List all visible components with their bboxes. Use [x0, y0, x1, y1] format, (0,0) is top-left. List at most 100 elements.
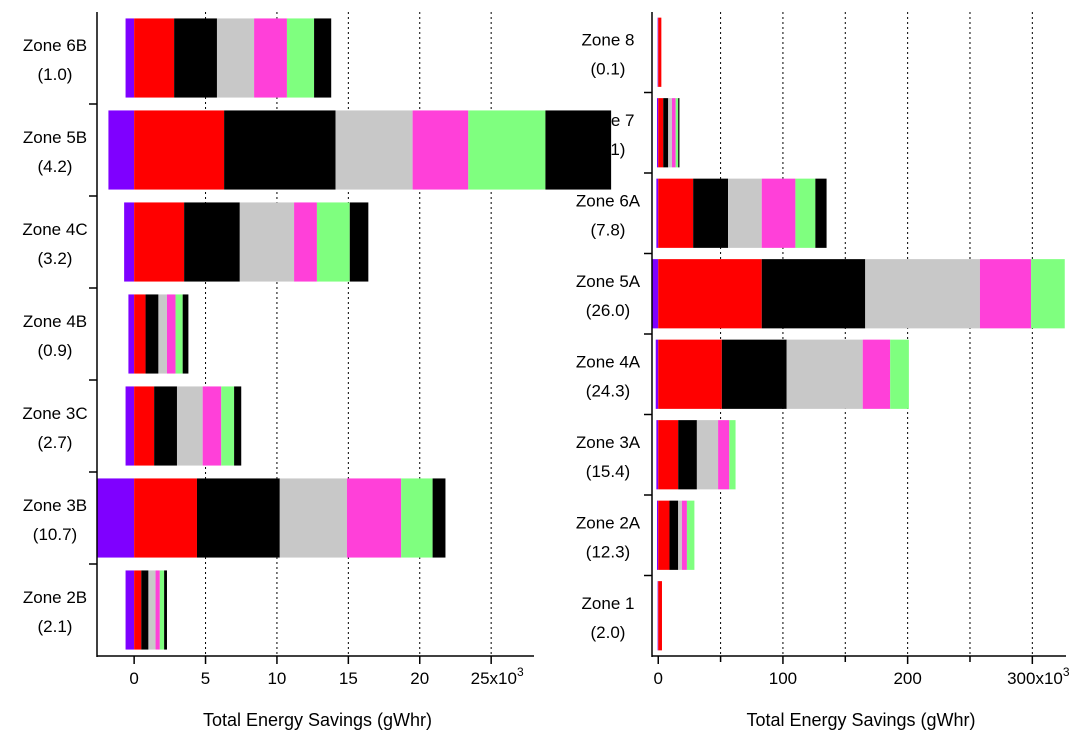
bar-segment	[468, 110, 546, 190]
bar-segment	[815, 178, 827, 248]
bar-segment	[254, 18, 287, 98]
bar-segment	[349, 202, 369, 282]
bar-segment	[412, 110, 469, 190]
category-value: (12.3)	[586, 542, 630, 561]
category-label: Zone 2B	[23, 588, 87, 607]
category-label: Zone 4B	[23, 312, 87, 331]
x-tick-label: 15	[339, 669, 358, 688]
category-label: Zone 3C	[22, 404, 87, 423]
bar-segment	[148, 570, 156, 650]
bar-segment	[658, 259, 762, 329]
bar-segment	[862, 339, 891, 409]
bar-segment	[175, 294, 183, 374]
bar-segment	[686, 500, 695, 570]
bar-segment	[761, 259, 866, 329]
bar-segment	[681, 500, 687, 570]
bar-segment	[663, 98, 669, 168]
bar-segment	[865, 259, 980, 329]
category-label: Zone 6B	[23, 36, 87, 55]
bar-segment	[134, 570, 142, 650]
bar-segment	[721, 339, 787, 409]
x-tick-label: 20	[410, 669, 429, 688]
left-chart-panel: Zone 6B (1.0) Zone 5B (4.2) Zone 4C (3.2) Zone…	[22, 12, 612, 730]
bar-segment-negative	[657, 17, 659, 87]
category-value: (24.3)	[586, 381, 630, 400]
category-value: (1.1)	[591, 140, 626, 159]
bar-segment	[658, 420, 679, 490]
bar-segment-negative	[124, 202, 135, 282]
category-label: Zone 3A	[576, 433, 641, 452]
bar-segment	[728, 178, 762, 248]
bar-segment	[134, 202, 185, 282]
x-axis-title: Total Energy Savings (gWhr)	[746, 710, 975, 730]
category-label: Zone 5B	[23, 128, 87, 147]
bar-segment	[658, 500, 670, 570]
bar-segment	[658, 178, 694, 248]
x-tick-label: 10	[267, 669, 286, 688]
category-value: (7.8)	[591, 220, 626, 239]
bar-segment	[761, 178, 796, 248]
category-value: (1.0)	[38, 65, 73, 84]
bar-segment	[134, 18, 175, 98]
bar-segment	[234, 386, 242, 466]
bar-segment	[786, 339, 863, 409]
category-label: Zone 5A	[576, 272, 641, 291]
bar-segment	[166, 294, 176, 374]
bar-segment	[134, 110, 225, 190]
bar-segment	[1031, 259, 1065, 329]
category-value: (3.2)	[38, 249, 73, 268]
bar-segment	[279, 478, 347, 558]
bar-segment	[164, 570, 167, 650]
x-tick-label: 300x103	[1007, 665, 1070, 688]
bar-segment	[678, 98, 680, 168]
x-tick-label: 25x103	[471, 665, 524, 688]
bar-segment	[658, 581, 662, 651]
category-label: Zone 8	[582, 30, 635, 49]
bar-segment	[202, 386, 222, 466]
bar-segment	[316, 202, 350, 282]
bar-segment	[154, 386, 177, 466]
bar-segment-negative	[656, 420, 659, 490]
bar-segment	[134, 294, 146, 374]
bar-segment	[239, 202, 295, 282]
bar-segment	[678, 500, 682, 570]
bar-segment	[134, 478, 197, 558]
bar-segment	[134, 386, 155, 466]
category-value: (2.7)	[38, 433, 73, 452]
bar-segment	[678, 420, 697, 490]
bar-segment-negative	[656, 500, 659, 570]
category-value: (4.2)	[38, 157, 73, 176]
bar-segment	[196, 478, 280, 558]
bar-segment	[346, 478, 402, 558]
bar-segment	[176, 386, 203, 466]
bar-segment	[221, 386, 235, 466]
bar-segment	[182, 294, 189, 374]
bar-segment-negative	[125, 18, 135, 98]
x-tick-label: 0	[129, 669, 138, 688]
bar-segment	[141, 570, 149, 650]
category-label: Zone 2A	[576, 513, 641, 532]
bar-segment	[729, 420, 736, 490]
bar-segment	[696, 420, 719, 490]
bar-segment	[286, 18, 315, 98]
bar-segment	[658, 17, 662, 87]
bar-segment	[335, 110, 413, 190]
x-axis-title: Total Energy Savings (gWhr)	[203, 710, 432, 730]
bar-segment	[675, 98, 679, 168]
category-label: Zone 7	[582, 111, 635, 130]
bar-segment	[668, 98, 672, 168]
bar-segment	[401, 478, 433, 558]
bar-segment	[432, 478, 446, 558]
x-tick-label: 200	[893, 669, 921, 688]
category-value: (2.1)	[38, 617, 73, 636]
bar-segment	[890, 339, 909, 409]
bar-segment-negative	[125, 386, 135, 466]
x-tick-label: 5	[201, 669, 210, 688]
category-value: (10.7)	[33, 525, 77, 544]
bar-segment	[658, 339, 722, 409]
bar-segment-negative	[108, 110, 135, 190]
bar-segment	[979, 259, 1032, 329]
bar-segment	[159, 570, 165, 650]
bar-segment	[795, 178, 816, 248]
right-chart-panel: Zone 8 (0.1) Zone 7 (1.1) Zone 6A (7.8) Zone 5…	[576, 12, 1070, 730]
